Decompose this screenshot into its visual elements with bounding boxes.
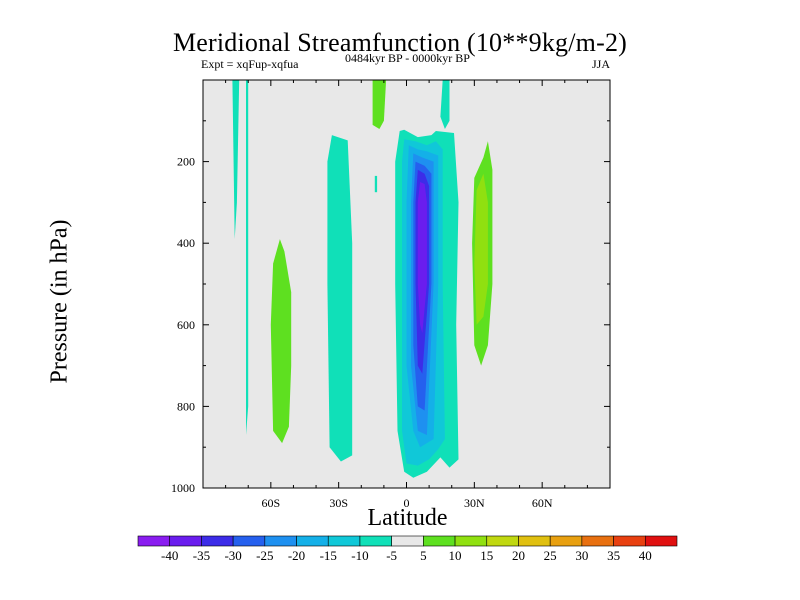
contour-region	[374, 175, 378, 193]
colorbar-swatch	[644, 535, 678, 547]
colorbar-label: 20	[512, 548, 525, 563]
contour-region	[246, 80, 249, 435]
colorbar-swatch	[613, 535, 646, 547]
colorbar-label: -15	[320, 548, 337, 563]
colorbar-label: 30	[575, 548, 588, 563]
left-subtitle: Expt = xqFup-xqfua	[201, 57, 299, 71]
colorbar-swatch	[201, 535, 234, 547]
y-tick-label: 400	[177, 236, 195, 250]
contour-region	[327, 135, 353, 462]
x-tick-label: 30S	[329, 496, 348, 510]
x-ticks-layer: 60S 30S 0 30N 60N	[225, 80, 588, 510]
colorbar-swatch	[232, 535, 266, 547]
colorbar-swatch	[264, 535, 297, 547]
colorbar-label: -35	[193, 548, 210, 563]
colorbar-swatch	[486, 535, 519, 547]
x-tick-label: 60N	[532, 496, 553, 510]
colorbar-swatch	[391, 535, 424, 547]
right-subtitle: JJA	[591, 57, 610, 71]
colorbar-swatch	[454, 535, 488, 547]
colorbar-label: -30	[224, 548, 241, 563]
colorbar-swatch	[296, 535, 329, 547]
y-tick-label: 800	[177, 399, 195, 413]
x-tick-label: 0	[404, 496, 410, 510]
colorbar-label: -25	[256, 548, 273, 563]
colorbar-swatch	[169, 535, 202, 547]
colorbar-swatch	[423, 535, 456, 547]
colorbar-label: 10	[449, 548, 462, 563]
center-subtitle: 0484kyr BP - 0000kyr BP	[345, 51, 470, 65]
x-tick-label: 60S	[261, 496, 280, 510]
colorbar-swatch	[137, 535, 171, 547]
x-tick-label: 30N	[464, 496, 485, 510]
colorbar-label: 35	[607, 548, 620, 563]
y-ticks-layer: 200 400 600 800 1000	[171, 120, 610, 495]
colorbar-swatch	[549, 535, 583, 547]
y-tick-label: 1000	[171, 481, 195, 495]
colorbar-label: -40	[161, 548, 178, 563]
colorbar-label: -10	[351, 548, 368, 563]
contour-region	[270, 239, 292, 444]
contour-region	[372, 80, 387, 129]
colorbar-label: 40	[639, 548, 652, 563]
colorbar-layer: -40 -35 -30 -25 -20 -15 -10 -5 5 10 15 20 25 30 35 40	[137, 535, 678, 563]
colorbar-label: -20	[288, 548, 305, 563]
y-tick-label: 200	[177, 155, 195, 169]
colorbar-label: -5	[386, 548, 397, 563]
colorbar-label: 15	[480, 548, 493, 563]
contour-region	[440, 80, 450, 129]
colorbar-swatch	[581, 535, 614, 547]
contour-region	[232, 80, 240, 240]
colorbar-swatch	[327, 535, 361, 547]
contour-region	[417, 182, 427, 333]
y-tick-label: 600	[177, 318, 195, 332]
x-axis-label: Latitude	[367, 505, 448, 531]
contour-region	[474, 173, 488, 325]
colorbar-swatch	[518, 535, 551, 547]
contour-regions-layer	[232, 80, 493, 478]
colorbar-swatch	[359, 535, 392, 547]
colorbar-label: 25	[544, 548, 557, 563]
colorbar-label: 5	[420, 548, 427, 563]
chart-title: Meridional Streamfunction (10**9kg/m-2)	[172, 28, 628, 57]
